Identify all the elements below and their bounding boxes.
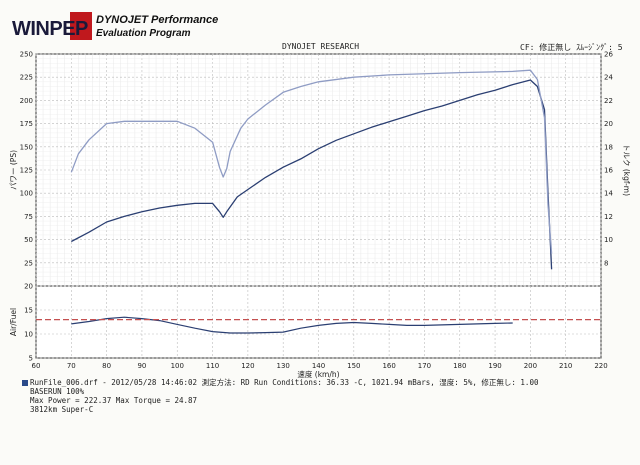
afr-tick-label: 15	[24, 307, 33, 315]
x-tick-label: 60	[32, 362, 41, 370]
power-tick-label: 125	[20, 167, 33, 175]
torque-tick-label: 16	[604, 167, 613, 175]
x-tick-label: 210	[559, 362, 572, 370]
x-tick-label: 180	[453, 362, 466, 370]
power-tick-label: 250	[20, 51, 33, 59]
power-tick-label: 25	[24, 259, 33, 267]
torque-tick-label: 12	[604, 213, 613, 221]
brand-name: WINPEP	[12, 18, 88, 40]
power-curve	[70, 79, 553, 270]
torque-tick-label: 26	[604, 51, 613, 59]
x-tick-label: 120	[241, 362, 254, 370]
brand-badge	[70, 12, 92, 40]
footer-runfile: RunFile_006.drf - 2012/05/28 14:46:02 測定…	[30, 378, 539, 387]
power-tick-label: 150	[20, 143, 33, 151]
power-tick-label: 200	[20, 97, 33, 105]
torque-tick-label: 10	[604, 236, 613, 244]
afr-tick-label: 5	[29, 355, 33, 363]
afr-tick-label: 20	[24, 283, 33, 291]
torque-tick-label: 14	[604, 190, 613, 198]
power-tick-label: 50	[24, 236, 33, 244]
x-tick-label: 90	[137, 362, 146, 370]
torque-tick-label: 20	[604, 120, 613, 128]
torque-tick-label: 8	[604, 259, 608, 267]
power-axis-title: パワー (PS)	[9, 150, 18, 190]
afr-tick-label: 10	[24, 331, 33, 339]
power-tick-label: 75	[24, 213, 33, 221]
x-tick-label: 110	[206, 362, 219, 370]
afr-curve	[71, 316, 513, 334]
torque-axis-title: トルク (kgf-m)	[622, 144, 631, 196]
footer-max-values: Max Power = 222.37 Max Torque = 24.87	[30, 396, 198, 405]
x-tick-label: 200	[524, 362, 537, 370]
footer-odometer: 3812km Super-C	[30, 405, 94, 414]
correction-info: CF: 修正無し ｽﾑｰｼﾞﾝｸﾞ: 5	[520, 43, 623, 52]
x-tick-label: 170	[418, 362, 431, 370]
power-tick-label: 100	[20, 190, 33, 198]
torque-tick-label: 24	[604, 74, 613, 82]
brand-logo: WINPEP	[12, 18, 88, 41]
footer-baserun: BASERUN 100%	[30, 387, 85, 396]
program-title: DYNOJET Performance	[96, 14, 219, 26]
x-axis-title: 速度 (km/h)	[297, 369, 339, 379]
x-tick-label: 190	[488, 362, 501, 370]
program-subtitle: Evaluation Program	[96, 28, 191, 39]
run-legend-swatch	[22, 380, 28, 386]
x-tick-label: 130	[277, 362, 290, 370]
torque-curve	[70, 69, 553, 254]
torque-tick-label: 18	[604, 143, 613, 151]
power-tick-label: 175	[20, 120, 33, 128]
x-tick-label: 150	[347, 362, 360, 370]
x-tick-label: 140	[312, 362, 325, 370]
x-tick-label: 100	[171, 362, 184, 370]
afr-axis-title: Air/Fuel	[9, 308, 18, 336]
x-tick-label: 160	[382, 362, 395, 370]
chart-title: DYNOJET RESEARCH	[282, 42, 360, 51]
power-tick-label: 225	[20, 74, 33, 82]
x-tick-label: 80	[102, 362, 111, 370]
x-tick-label: 220	[594, 362, 607, 370]
x-tick-label: 70	[67, 362, 76, 370]
torque-tick-label: 22	[604, 97, 613, 105]
